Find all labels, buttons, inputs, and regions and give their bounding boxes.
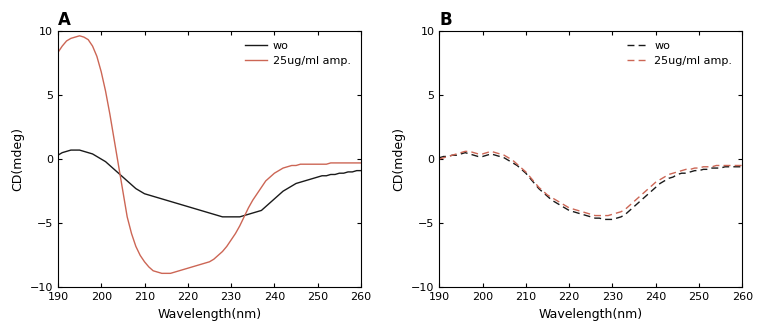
Y-axis label: CD(mdeg): CD(mdeg)	[11, 127, 24, 191]
25ug/ml amp.	[62, 39, 71, 43]
25ug/ml amp.	[625, 203, 634, 207]
wo	[443, 154, 452, 158]
wo	[205, 211, 214, 215]
wo	[335, 171, 344, 175]
wo	[244, 212, 253, 216]
25ug/ml amp.	[729, 163, 738, 167]
wo	[599, 217, 608, 221]
wo	[53, 153, 63, 157]
Line: 25ug/ml amp.: 25ug/ml amp.	[439, 151, 743, 215]
25ug/ml amp.	[244, 206, 253, 210]
25ug/ml amp.	[101, 89, 110, 93]
wo	[729, 165, 738, 169]
wo	[738, 165, 747, 169]
X-axis label: Wavelength(nm): Wavelength(nm)	[157, 308, 261, 321]
wo	[218, 215, 227, 219]
wo	[482, 153, 491, 157]
X-axis label: Wavelength(nm): Wavelength(nm)	[539, 308, 643, 321]
wo	[62, 149, 71, 153]
25ug/ml amp.	[75, 34, 84, 38]
25ug/ml amp.	[157, 271, 167, 275]
25ug/ml amp.	[716, 163, 725, 167]
Y-axis label: CD(mdeg): CD(mdeg)	[393, 127, 406, 191]
25ug/ml amp.	[53, 50, 63, 54]
wo	[357, 169, 366, 173]
Legend: wo, 25ug/ml amp.: wo, 25ug/ml amp.	[622, 36, 736, 71]
25ug/ml amp.	[591, 213, 600, 217]
25ug/ml amp.	[435, 157, 444, 161]
Line: 25ug/ml amp.: 25ug/ml amp.	[58, 36, 361, 273]
25ug/ml amp.	[738, 163, 747, 167]
25ug/ml amp.	[482, 151, 491, 155]
25ug/ml amp.	[443, 154, 452, 158]
wo	[625, 208, 634, 212]
Text: A: A	[58, 11, 71, 29]
25ug/ml amp.	[586, 212, 595, 216]
25ug/ml amp.	[335, 161, 344, 165]
25ug/ml amp.	[209, 257, 219, 261]
wo	[716, 166, 725, 170]
Text: B: B	[439, 11, 452, 29]
wo	[101, 160, 110, 164]
wo	[435, 156, 444, 160]
Line: wo: wo	[58, 150, 361, 217]
25ug/ml amp.	[348, 161, 357, 165]
wo	[66, 148, 76, 152]
wo	[586, 215, 595, 219]
25ug/ml amp.	[461, 149, 470, 153]
Legend: wo, 25ug/ml amp.: wo, 25ug/ml amp.	[241, 36, 355, 71]
wo	[348, 170, 357, 174]
wo	[461, 151, 470, 155]
25ug/ml amp.	[357, 161, 366, 165]
Line: wo: wo	[439, 153, 743, 219]
